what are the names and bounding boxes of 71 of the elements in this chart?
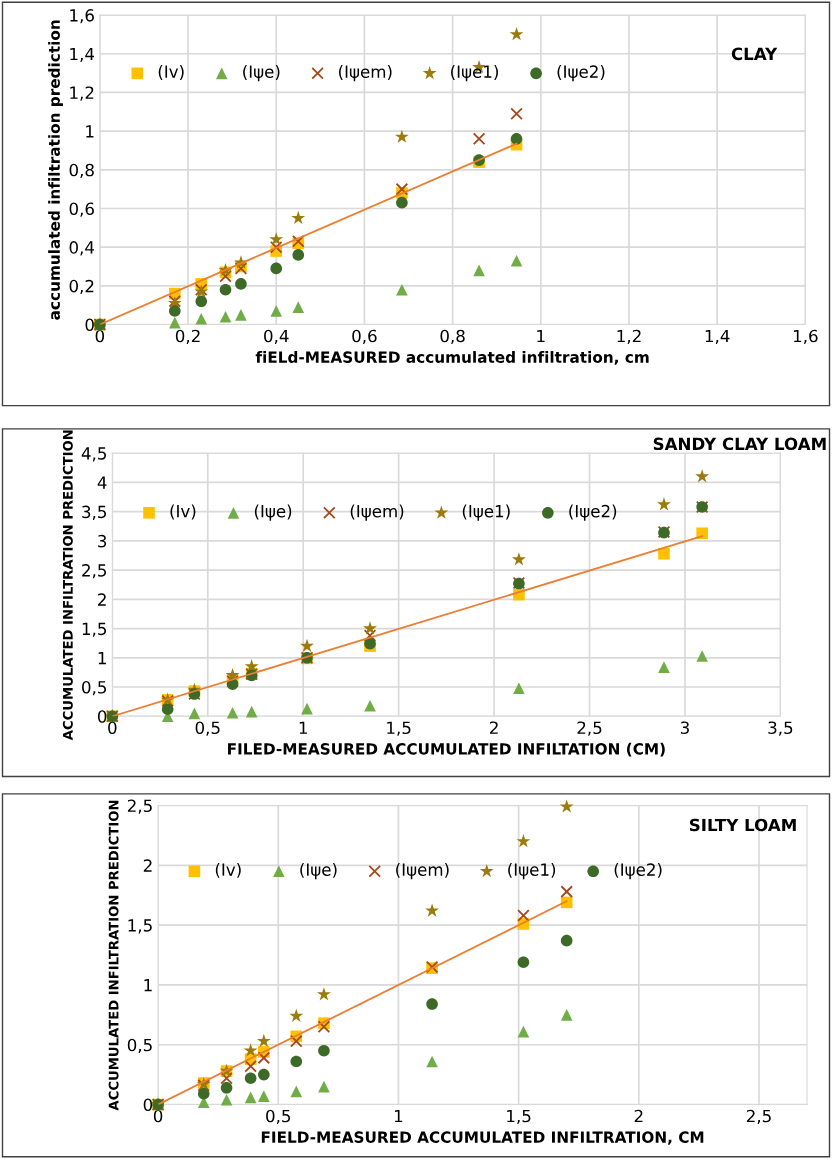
text: SILTY LOAM bbox=[689, 818, 796, 832]
text: CLAY bbox=[731, 47, 778, 61]
x-tick-label: 0 bbox=[108, 721, 117, 735]
x-tick-label: 1,5 bbox=[507, 1109, 531, 1124]
y-tick-label: 2,5 bbox=[127, 799, 152, 814]
y-tick-label: 1,6 bbox=[70, 9, 94, 24]
x-axis-title: FILED-MEASURED ACCUMULATED INFILTATION (CM) bbox=[228, 742, 665, 757]
legend-label: (Iψem) bbox=[339, 65, 392, 82]
legend-label: (Iψe) bbox=[300, 863, 337, 880]
legend-label: (Iv) bbox=[158, 65, 184, 80]
x-tick-label: 1 bbox=[394, 1109, 403, 1123]
x-tick-label: 2 bbox=[634, 1109, 643, 1123]
x-tick-label: 2,5 bbox=[577, 721, 602, 736]
x-tick-label: 0,6 bbox=[352, 329, 377, 344]
y-tick-label: 0,5 bbox=[127, 1038, 152, 1053]
y-tick-label: 0 bbox=[97, 710, 107, 723]
y-tick-label: 0 bbox=[143, 1098, 153, 1112]
x-tick-label: 1 bbox=[537, 329, 545, 343]
legend-label: (Iψe2) bbox=[569, 504, 617, 521]
legend-label: (Iψe) bbox=[243, 65, 280, 82]
legend-label: (Iψe) bbox=[254, 504, 292, 521]
x-tick-label: 3,5 bbox=[768, 721, 793, 736]
x-tick-label: 2 bbox=[490, 721, 498, 734]
legend-label: (Iψe1) bbox=[451, 65, 498, 82]
x-tick-label: 0,5 bbox=[266, 1109, 291, 1124]
y-axis-title: ACCUMULATED INFILTRATION PREDICTION bbox=[62, 430, 73, 741]
y-tick-label: 0,6 bbox=[69, 202, 94, 217]
y-tick-label: 1,5 bbox=[128, 919, 152, 934]
x-tick-label: 1,6 bbox=[793, 329, 818, 344]
legend-label: (Iv) bbox=[215, 863, 241, 878]
y-tick-label: 0,4 bbox=[69, 241, 95, 256]
y-tick-label: 0,2 bbox=[69, 279, 94, 295]
x-tick-label: 0,8 bbox=[440, 329, 465, 344]
legend-label: (Iv) bbox=[170, 504, 196, 520]
legend-label: (Iψe1) bbox=[508, 863, 556, 880]
y-tick-label: 2 bbox=[98, 593, 106, 606]
legend-label: (Iψe1) bbox=[462, 504, 510, 521]
y-tick-label: 3 bbox=[98, 534, 107, 548]
y-tick-label: 4,5 bbox=[81, 447, 106, 462]
y-tick-label: 0 bbox=[85, 318, 94, 332]
x-tick-label: 2,5 bbox=[746, 1109, 771, 1124]
y-tick-label: 1 bbox=[86, 125, 94, 138]
x-axis-title: fiELd-MEASURED accumulated infiltration, cm bbox=[255, 351, 649, 365]
y-axis-title: ACCUMULATED INFILTRATION PREDICTION bbox=[108, 800, 119, 1111]
y-tick-label: 1,2 bbox=[70, 86, 94, 101]
x-tick-label: 1,5 bbox=[387, 721, 411, 736]
y-tick-label: 1,5 bbox=[82, 622, 106, 637]
legend-label: (Iψe2) bbox=[614, 863, 662, 880]
x-tick-label: 0,5 bbox=[195, 721, 220, 736]
y-tick-label: 2 bbox=[143, 859, 152, 872]
y-tick-label: 1 bbox=[98, 651, 106, 665]
y-tick-label: 1 bbox=[144, 979, 152, 992]
x-tick-label: 3 bbox=[680, 721, 689, 735]
x-tick-label: 1,4 bbox=[705, 329, 730, 344]
y-tick-label: 2,5 bbox=[82, 564, 106, 579]
x-axis-title: FIELD-MEASURED ACCUMULATED INFILTRATION, CM bbox=[261, 1131, 704, 1145]
x-tick-label: 0,4 bbox=[264, 329, 289, 344]
legend-label: (Iψe2) bbox=[557, 65, 605, 82]
x-tick-label: 1 bbox=[299, 721, 307, 734]
y-tick-label: 0,8 bbox=[69, 163, 94, 179]
x-tick-label: 1,2 bbox=[617, 329, 641, 344]
x-tick-label: 0,2 bbox=[175, 329, 200, 344]
chart-title: SANDY CLAY LOAM bbox=[653, 437, 826, 451]
y-tick-label: 3,5 bbox=[82, 505, 106, 520]
y-tick-label: 1,4 bbox=[70, 47, 95, 63]
legend-label: (Iψem) bbox=[396, 863, 449, 880]
y-axis-title: accumulated infiltration prediction bbox=[48, 20, 63, 320]
y-tick-label: 4 bbox=[97, 476, 107, 489]
y-tick-label: 0,5 bbox=[82, 680, 106, 696]
x-tick-label: 0 bbox=[153, 1109, 163, 1123]
legend-label: (Iψem) bbox=[350, 504, 404, 521]
